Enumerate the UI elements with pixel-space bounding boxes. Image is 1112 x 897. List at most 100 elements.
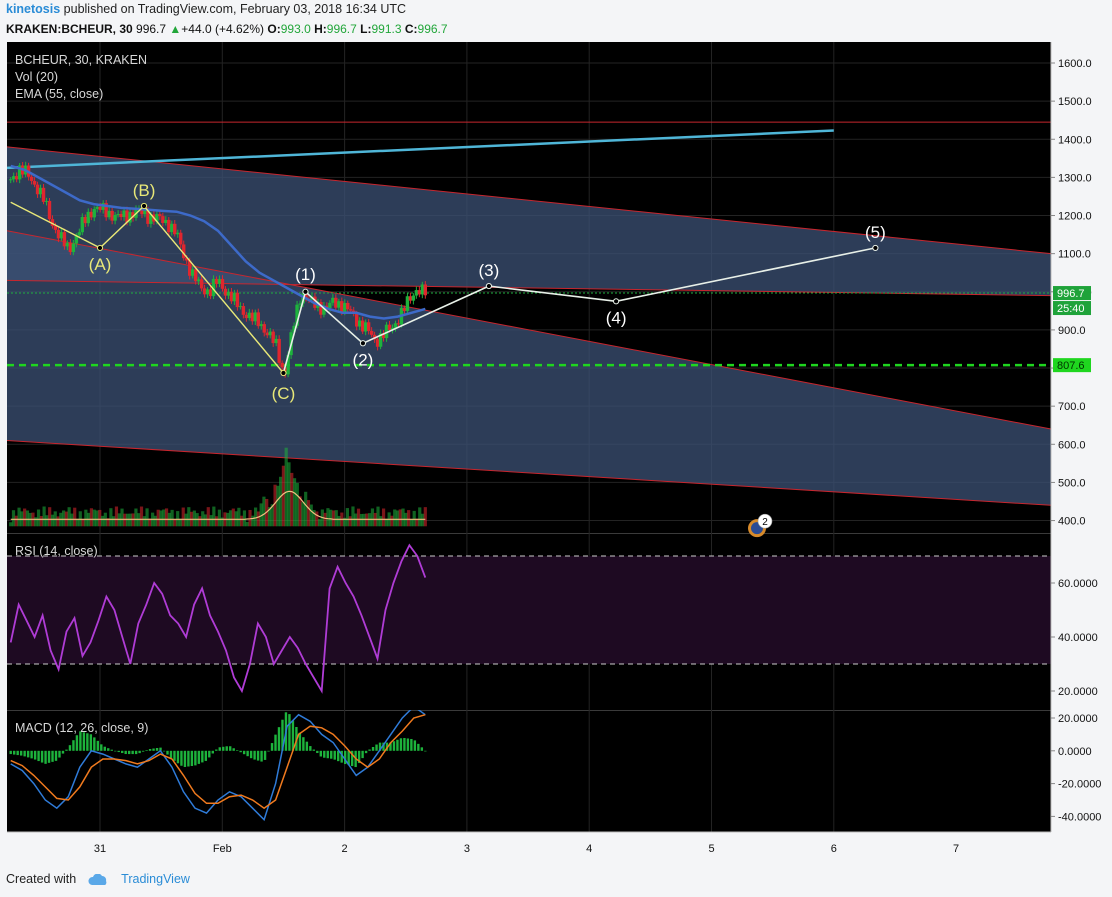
candle-body <box>387 324 392 331</box>
candle-body <box>62 232 67 247</box>
rsi-title[interactable]: RSI (14, close) <box>15 544 98 558</box>
candle-body <box>12 176 16 180</box>
signal-line <box>10 713 426 810</box>
candle-body <box>98 206 102 210</box>
candle-body <box>65 242 70 247</box>
macd-histogram-bar <box>110 749 113 751</box>
macd-histogram-bar <box>312 749 316 751</box>
candle-body <box>143 210 147 215</box>
indicator-volume-label[interactable]: Vol (20) <box>15 70 58 84</box>
volume-bar <box>187 507 191 527</box>
volume-bar <box>301 502 305 527</box>
macd-histogram-bar <box>197 750 201 764</box>
volume-bar <box>14 515 18 527</box>
macd-histogram-bar <box>72 740 75 751</box>
macd-histogram-bar <box>298 732 302 751</box>
ema-line <box>10 164 426 320</box>
volume-bar <box>348 516 352 527</box>
trend-line <box>7 129 834 170</box>
macd-histogram-bar <box>100 744 103 751</box>
candle-body <box>274 338 278 344</box>
candle-body <box>202 288 207 295</box>
volume-bar <box>284 447 288 527</box>
volume-bar <box>253 507 258 527</box>
wave-label: (A) <box>89 255 112 274</box>
macd-histogram-bar <box>302 737 305 751</box>
author-name[interactable]: kinetosis <box>6 2 61 16</box>
volume-bar <box>401 508 405 527</box>
macd-pane <box>9 710 427 822</box>
volume-bar <box>256 511 260 527</box>
low-value: 991.3 <box>371 22 402 36</box>
volume-bar <box>298 496 302 527</box>
macd-title[interactable]: MACD (12, 26, close, 9) <box>15 721 148 735</box>
tradingview-link[interactable]: TradingView <box>121 872 190 886</box>
volume-bar <box>306 500 311 527</box>
candle-body <box>295 304 299 326</box>
candle-body <box>122 210 126 218</box>
macd-histogram-bar <box>44 750 47 764</box>
macd-histogram-bar <box>114 750 117 752</box>
macd-histogram-bar <box>208 750 211 758</box>
candle-body <box>265 332 269 336</box>
candle-body <box>77 232 82 236</box>
candle-body <box>247 312 252 319</box>
volume-bar <box>184 513 188 527</box>
macd-histogram-bar <box>61 750 65 754</box>
candle-body <box>38 187 43 195</box>
candle-body <box>95 206 99 210</box>
y-tick-label: 900.0 <box>1058 325 1086 337</box>
macd-histogram-bar <box>215 749 218 751</box>
macd-histogram-bar <box>305 741 309 751</box>
volume-bar <box>23 508 27 527</box>
macd-histogram-bar <box>141 750 145 752</box>
candle-body <box>408 296 413 301</box>
candle-body <box>256 312 260 327</box>
macd-histogram-bar <box>357 750 361 764</box>
volume-bar <box>343 517 347 527</box>
volume-bar <box>379 516 383 527</box>
macd-histogram-bar <box>267 750 270 752</box>
macd-histogram-bar <box>222 746 225 751</box>
y-tick-label: 0.0000 <box>1058 746 1092 758</box>
candle-body <box>223 288 228 296</box>
volume-bar <box>156 509 160 527</box>
impulse-wave-line <box>282 247 876 374</box>
volume-bar <box>290 472 294 527</box>
volume-bar <box>39 515 43 527</box>
x-tick-label: 4 <box>586 843 592 855</box>
macd-histogram-bar <box>378 742 382 751</box>
volume-bar <box>273 484 277 527</box>
macd-histogram-bar <box>166 750 169 755</box>
rsi-pane <box>7 543 1051 694</box>
macd-histogram-bar <box>326 750 329 759</box>
macd-histogram-bar <box>340 750 343 763</box>
price-tag-text: 25:40 <box>1057 303 1085 315</box>
volume-bar <box>50 514 55 527</box>
candle-body <box>35 184 40 195</box>
macd-histogram-bar <box>350 750 354 767</box>
macd-histogram-bar <box>103 746 106 751</box>
candle-body <box>405 296 410 311</box>
macd-histogram-bar <box>392 741 396 751</box>
wave-point <box>613 298 620 305</box>
candle-body <box>56 229 61 239</box>
candle-body <box>74 235 79 244</box>
macd-histogram-bar <box>333 750 336 760</box>
indicator-ema-label[interactable]: EMA (55, close) <box>15 87 103 101</box>
wave-point <box>872 244 879 252</box>
macd-histogram-bar <box>82 732 86 751</box>
chart-canvas[interactable]: (A) (B) (C) (1) (2) (3) (4) (5) 2 1600.0 1500.0 14… <box>0 42 1112 864</box>
candle-body <box>372 334 377 340</box>
candle-body <box>217 278 222 284</box>
x-tick-label: 7 <box>953 843 959 855</box>
macd-histogram-bar <box>47 750 51 763</box>
candle-body <box>417 290 422 295</box>
corrective-wave-line <box>10 201 284 374</box>
macd-line <box>10 710 426 822</box>
volume-bar <box>267 507 272 527</box>
candle-body <box>286 355 290 375</box>
open-label: O: <box>267 22 281 36</box>
macd-histogram-bar <box>316 750 319 754</box>
wave-point <box>485 282 493 290</box>
